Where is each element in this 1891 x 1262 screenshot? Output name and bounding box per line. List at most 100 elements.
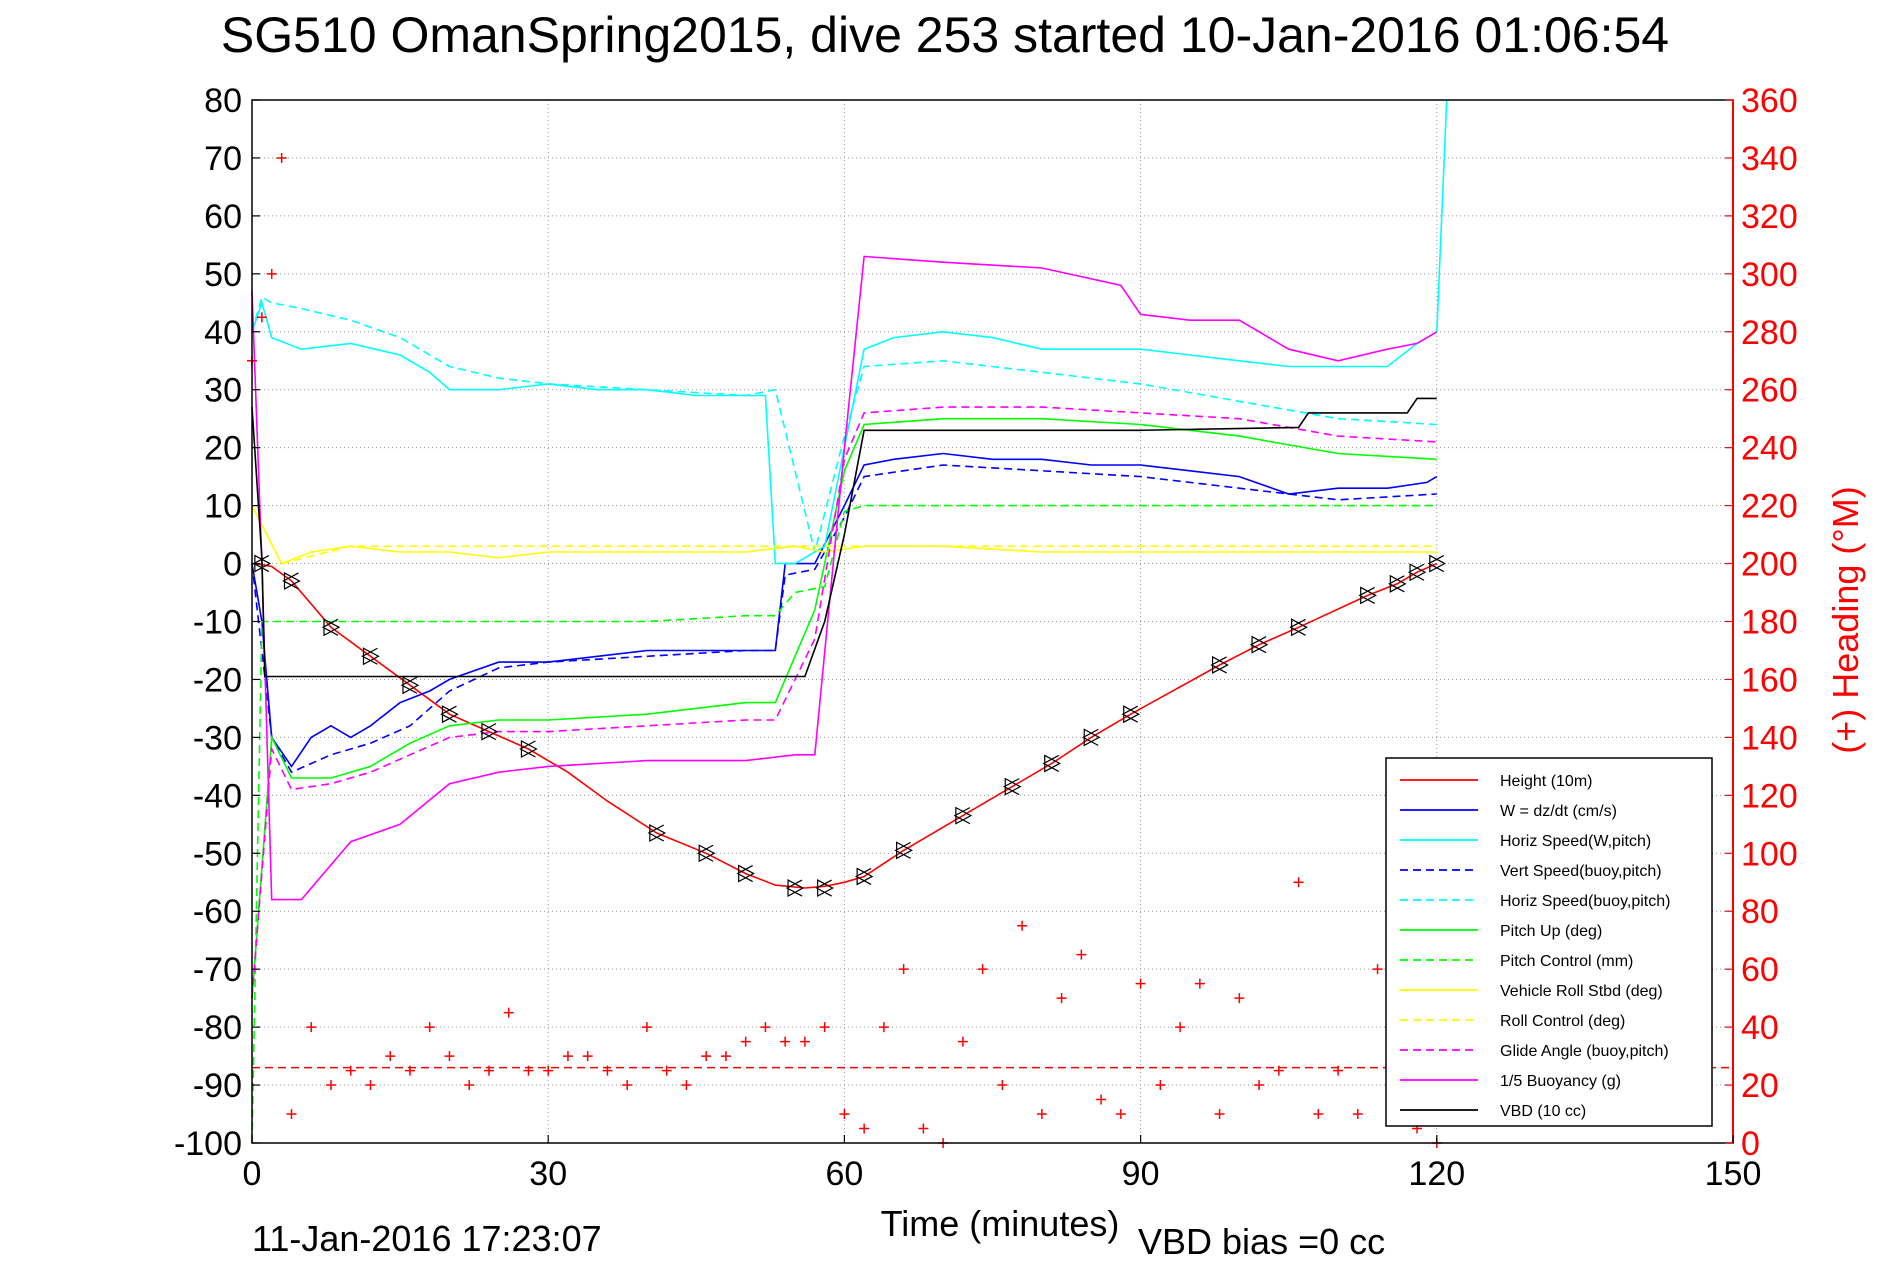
y-right-tick-label-12: 120 (1741, 777, 1798, 815)
heading-point-58 (1352, 1109, 1363, 1120)
height-marker-13 (854, 867, 874, 886)
height-marker-9 (696, 844, 716, 863)
grid (252, 100, 1733, 1143)
heading-point-48 (1155, 1080, 1166, 1091)
y-right-tick-label-2: 320 (1741, 198, 1798, 236)
series-line-3 (251, 464, 1437, 774)
y-tick-label-0: 80 (204, 82, 242, 120)
axes (251, 99, 1734, 1144)
series-line-9 (251, 406, 1437, 999)
y-tick-label-8: 0 (223, 546, 242, 584)
footer-timestamp: 11-Jan-2016 17:23:07 (252, 1218, 602, 1259)
heading-point-38 (957, 1036, 968, 1047)
y-right-tick-label-18: 0 (1741, 1125, 1760, 1163)
heading-point-13 (464, 1080, 475, 1091)
height-marker-14 (894, 841, 913, 860)
legend-label-7: Vehicle Roll Stbd (deg) (1500, 983, 1663, 1000)
legend-label-6: Pitch Control (mm) (1500, 953, 1633, 970)
heading-point-26 (720, 1051, 731, 1062)
y-tick-label-6: 20 (204, 430, 242, 468)
heading-point-4 (286, 1109, 297, 1120)
heading-point-51 (1214, 1109, 1225, 1120)
heading-point-29 (780, 1036, 791, 1047)
y-right-tick-label-10: 160 (1741, 661, 1798, 699)
heading-point-49 (1175, 1022, 1186, 1033)
series-line-4 (251, 295, 1437, 553)
footer-vbd-bias: VBD bias =0 cc (1138, 1221, 1385, 1262)
legend-label-1: W = dz/dt (cm/s) (1500, 803, 1617, 820)
x-tick-label-2: 60 (825, 1155, 863, 1193)
y-right-tick-label-13: 100 (1741, 835, 1798, 873)
y-tick-label-7: 10 (204, 488, 242, 526)
y-tick-label-3: 50 (204, 256, 242, 294)
heading-point-25 (701, 1051, 712, 1062)
height-marker-12 (815, 879, 834, 898)
heading-point-24 (681, 1080, 692, 1091)
y-right-tick-label-1: 340 (1741, 140, 1798, 178)
heading-point-31 (819, 1022, 830, 1033)
heading-point-3 (276, 152, 287, 163)
height-marker-11 (785, 879, 805, 898)
heading-point-7 (345, 1065, 356, 1076)
heading-point-30 (799, 1036, 810, 1047)
heading-point-52 (1234, 993, 1245, 1004)
heading-point-44 (1076, 949, 1087, 960)
heading-point-11 (424, 1022, 435, 1033)
y-right-tick-label-6: 240 (1741, 430, 1798, 468)
heading-point-54 (1273, 1065, 1284, 1076)
heading-point-53 (1254, 1080, 1265, 1091)
y-right-tick-label-17: 20 (1741, 1067, 1779, 1105)
series-line-11 (251, 397, 1437, 678)
x-axis-label: Time (minutes) (881, 1203, 1120, 1244)
y-tick-label-2: 60 (204, 198, 242, 236)
y-tick-label-11: -30 (193, 719, 242, 757)
y-tick-label-18: -100 (174, 1125, 242, 1163)
height-marker-25 (1407, 563, 1427, 582)
y-right-tick-label-0: 360 (1741, 82, 1798, 120)
heading-point-39 (977, 964, 988, 975)
y-tick-label-17: -90 (193, 1067, 242, 1105)
y-right-tick-label-8: 200 (1741, 546, 1798, 584)
series-line-1 (251, 452, 1438, 768)
heading-point-43 (1056, 993, 1067, 1004)
heading-point-14 (483, 1065, 494, 1076)
y-right-tick-label-7: 220 (1741, 488, 1798, 526)
heading-point-33 (859, 1123, 870, 1134)
y-tick-label-15: -70 (193, 951, 242, 989)
y-right-tick-label-9: 180 (1741, 604, 1798, 642)
height-marker-21 (1249, 635, 1269, 654)
heading-point-8 (365, 1080, 376, 1091)
heading-point-15 (503, 1007, 514, 1018)
height-marker-24 (1388, 574, 1407, 593)
height-marker-2 (321, 618, 341, 637)
heading-point-16 (523, 1065, 534, 1076)
series-line-6 (251, 504, 1437, 1144)
y-right-tick-label-14: 80 (1741, 893, 1779, 931)
heading-point-9 (385, 1051, 396, 1062)
heading-point-5 (306, 1022, 317, 1033)
heading-point-42 (1036, 1109, 1047, 1120)
legend: Height (10m) W = dz/dt (cm/s) Horiz Speed(… (1385, 757, 1713, 1127)
y-tick-label-16: -80 (193, 1009, 242, 1047)
y-tick-label-14: -60 (193, 893, 242, 931)
heading-point-1 (256, 312, 267, 323)
height-marker-26 (1427, 554, 1447, 573)
height-marker-8 (647, 823, 667, 842)
heading-point-40 (997, 1080, 1008, 1091)
height-marker-5 (440, 705, 459, 724)
height-marker-4 (400, 676, 420, 695)
legend-label-10: 1/5 Buoyancy (g) (1500, 1073, 1621, 1090)
series-line-5 (251, 417, 1437, 999)
height-marker-15 (953, 806, 973, 825)
heading-point-2 (266, 268, 277, 279)
x-tick-label-3: 90 (1122, 1155, 1160, 1193)
heading-point-20 (602, 1065, 613, 1076)
series-line-8 (251, 505, 1437, 565)
heading-point-56 (1313, 1109, 1324, 1120)
legend-label-9: Glide Angle (buoy,pitch) (1500, 1043, 1669, 1060)
y-right-tick-label-16: 40 (1741, 1009, 1779, 1047)
height-marker-7 (519, 739, 538, 758)
height-marker-3 (361, 647, 380, 666)
heading-point-6 (325, 1080, 336, 1091)
height-marker-6 (479, 722, 499, 741)
